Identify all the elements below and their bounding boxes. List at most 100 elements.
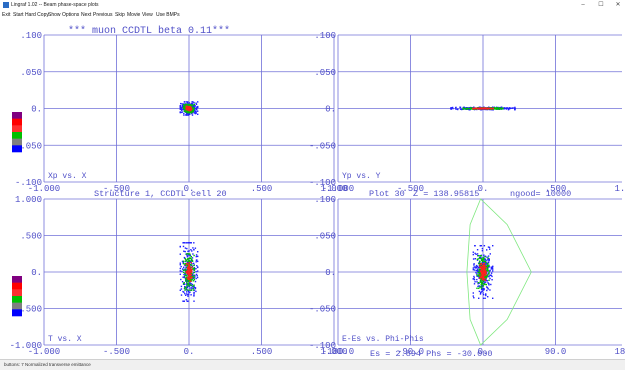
- plot3-beam-particle: [191, 250, 193, 252]
- plot4-beam-particle: [476, 259, 479, 261]
- menu-view[interactable]: View: [142, 12, 153, 18]
- plot4-beam-particle: [488, 258, 490, 260]
- plot4-beam-particle: [487, 273, 489, 275]
- density-legend-swatch-1: [12, 125, 22, 133]
- plot3-beam-particle: [179, 262, 181, 264]
- plot4-beam-particle: [482, 297, 485, 299]
- plot4-beam-particle: [473, 275, 475, 278]
- plot3-beam-particle: [186, 263, 188, 265]
- close-button[interactable]: ✕: [615, 2, 621, 8]
- menu-movie[interactable]: Movie: [127, 12, 141, 18]
- plot4-beam-particle: [475, 269, 477, 272]
- plot3-beam-particle: [195, 273, 198, 276]
- menu-use-bmps[interactable]: Use BMPs: [156, 12, 180, 18]
- density-legend-swatch-1: [12, 118, 22, 126]
- minimize-button[interactable]: –: [581, 2, 585, 8]
- plot1-beam-particle: [191, 112, 193, 115]
- plot3-beam-particle: [192, 260, 194, 262]
- plot4-beam-particle: [485, 277, 487, 280]
- plot4-beam-particle: [482, 277, 485, 280]
- plot1-beam-particle: [190, 111, 193, 114]
- plot1-beam-particle: [194, 107, 196, 109]
- plot2-beam-particle: [514, 109, 516, 111]
- plot3-beam-particle: [189, 260, 191, 262]
- plot2-y-tick-label: .050: [314, 68, 336, 78]
- plot4-beam-particle: [472, 253, 474, 256]
- plot1-beam-particle: [187, 110, 189, 113]
- plot1-beam-particle: [196, 106, 198, 108]
- menu-options[interactable]: Options: [62, 12, 80, 18]
- plot4-beam-particle: [480, 267, 482, 269]
- plot2-beam-particle: [462, 108, 464, 110]
- plot3-beam-particle: [197, 255, 199, 258]
- menu-next[interactable]: Next: [81, 12, 92, 18]
- plot3-beam-particle: [192, 280, 195, 282]
- plot4-beam-particle: [487, 257, 489, 259]
- plot2-y-tick-label: -.100: [309, 178, 336, 188]
- menu-skip[interactable]: Skip: [115, 12, 125, 18]
- plot4-beam-particle: [479, 293, 482, 295]
- plot3-beam-particle: [189, 266, 191, 268]
- plot2-beam-particle: [469, 108, 472, 110]
- plot1-beam-particle: [197, 113, 199, 115]
- plot4-x-tick-label: 90.0: [545, 347, 567, 357]
- plot1-y-tick-label: .100: [20, 31, 42, 41]
- plot1-beam-particle: [183, 110, 185, 112]
- plot2-beam-particle: [465, 107, 467, 109]
- plot4-beam-particle: [483, 276, 486, 278]
- plot3-beam-particle: [183, 283, 186, 285]
- plot4-beam-particle: [480, 291, 482, 293]
- plot4-beam-particle: [473, 263, 475, 265]
- plot4-beam-particle: [488, 276, 490, 278]
- plot1-beam-particle: [195, 108, 197, 111]
- plot3-beam-particle: [186, 286, 188, 288]
- plot4-beam-particle: [486, 266, 488, 268]
- plot4-beam-particle: [480, 277, 482, 280]
- plot4-beam-particle: [478, 267, 480, 269]
- plot1-beam-particle: [195, 111, 197, 113]
- plot4-beam-particle: [478, 271, 480, 274]
- plot3-beam-particle: [185, 286, 187, 288]
- plot3-beam-particle: [189, 283, 191, 286]
- plot4-beam-particle: [488, 259, 490, 261]
- plot4-beam-particle: [477, 258, 479, 261]
- menu-exit[interactable]: Exit: [2, 12, 11, 18]
- density-legend-swatch-2: [12, 276, 22, 283]
- plot3-beam-particle: [193, 262, 195, 265]
- plot4-x-tick-label: 180.0: [614, 347, 625, 357]
- plot1-beam-particle: [192, 103, 194, 106]
- plot4-beam-particle: [479, 245, 482, 247]
- plot4-beam-particle: [481, 250, 484, 252]
- plot4-beam-particle: [478, 285, 480, 287]
- plot1-beam-particle: [184, 109, 186, 111]
- menu-previous[interactable]: Previous: [93, 12, 113, 18]
- plot1-beam-particle: [184, 105, 186, 107]
- plot4-beam-particle: [487, 267, 489, 270]
- plot1-beam-particle: [179, 107, 181, 109]
- plot3-beam-particle: [189, 255, 191, 257]
- plot3-beam-particle: [189, 271, 191, 273]
- plot3-beam-particle: [192, 272, 195, 274]
- plot3-beam-particle: [193, 278, 196, 281]
- plot4-beam-particle: [484, 281, 487, 283]
- plot3-beam-particle: [190, 289, 192, 291]
- menu-start-hard-copy[interactable]: Start Hard Copy: [13, 12, 49, 18]
- plot3-beam-particle: [188, 279, 191, 282]
- plot4-beam-particle: [477, 283, 479, 285]
- plot3-beam-particle: [185, 288, 187, 290]
- plot4-y-tick-label: .100: [314, 195, 336, 205]
- plot4-beam-particle: [478, 287, 480, 289]
- menu-show[interactable]: Show: [48, 12, 61, 18]
- maximize-button[interactable]: ☐: [598, 2, 604, 8]
- plot4-beam-particle: [486, 280, 489, 282]
- plot3-beam-particle: [187, 266, 189, 269]
- plot4-beam-particle: [472, 278, 474, 280]
- plot4-beam-particle: [482, 260, 484, 262]
- plot3-beam-particle: [183, 300, 185, 302]
- plot4-beam-particle: [474, 267, 476, 269]
- plot2-beam-particle: [497, 106, 500, 109]
- plot2-y-tick-label: -.050: [309, 141, 336, 151]
- plot3-beam-particle: [195, 259, 198, 261]
- plot4-title: E-Es vs. Phi-Phis: [342, 335, 424, 344]
- plot4-beam-particle: [488, 246, 491, 249]
